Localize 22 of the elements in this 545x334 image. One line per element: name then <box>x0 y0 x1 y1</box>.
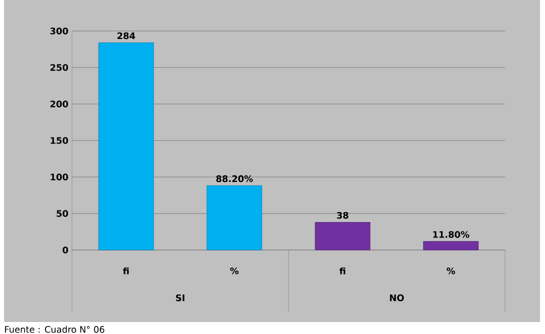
y-tick-label: 200 <box>50 100 68 108</box>
bar <box>206 185 262 250</box>
bar <box>423 241 479 250</box>
y-tick-label: 50 <box>56 210 68 217</box>
data-label: 38 <box>336 212 348 219</box>
data-label: 284 <box>117 32 136 40</box>
y-tick-label: 250 <box>50 64 68 71</box>
y-tick-label: 0 <box>62 246 68 254</box>
x-tick-label: fi <box>122 267 129 274</box>
source-note: Fuente : Cuadro N° 06 <box>5 326 104 333</box>
text: SI <box>176 294 184 302</box>
data-label: 11.80% <box>433 231 470 238</box>
x-tick-label: % <box>230 267 239 274</box>
y-tick-label: 150 <box>50 137 68 144</box>
y-tick-label: 300 <box>50 28 68 34</box>
x-tick-label: fi <box>339 267 346 274</box>
text: NO <box>390 294 404 302</box>
bar <box>98 42 154 250</box>
x-tick-label: % <box>446 267 456 274</box>
y-tick-label: 100 <box>50 174 68 180</box>
bar <box>314 222 370 250</box>
data-label: 88.20% <box>216 175 253 182</box>
